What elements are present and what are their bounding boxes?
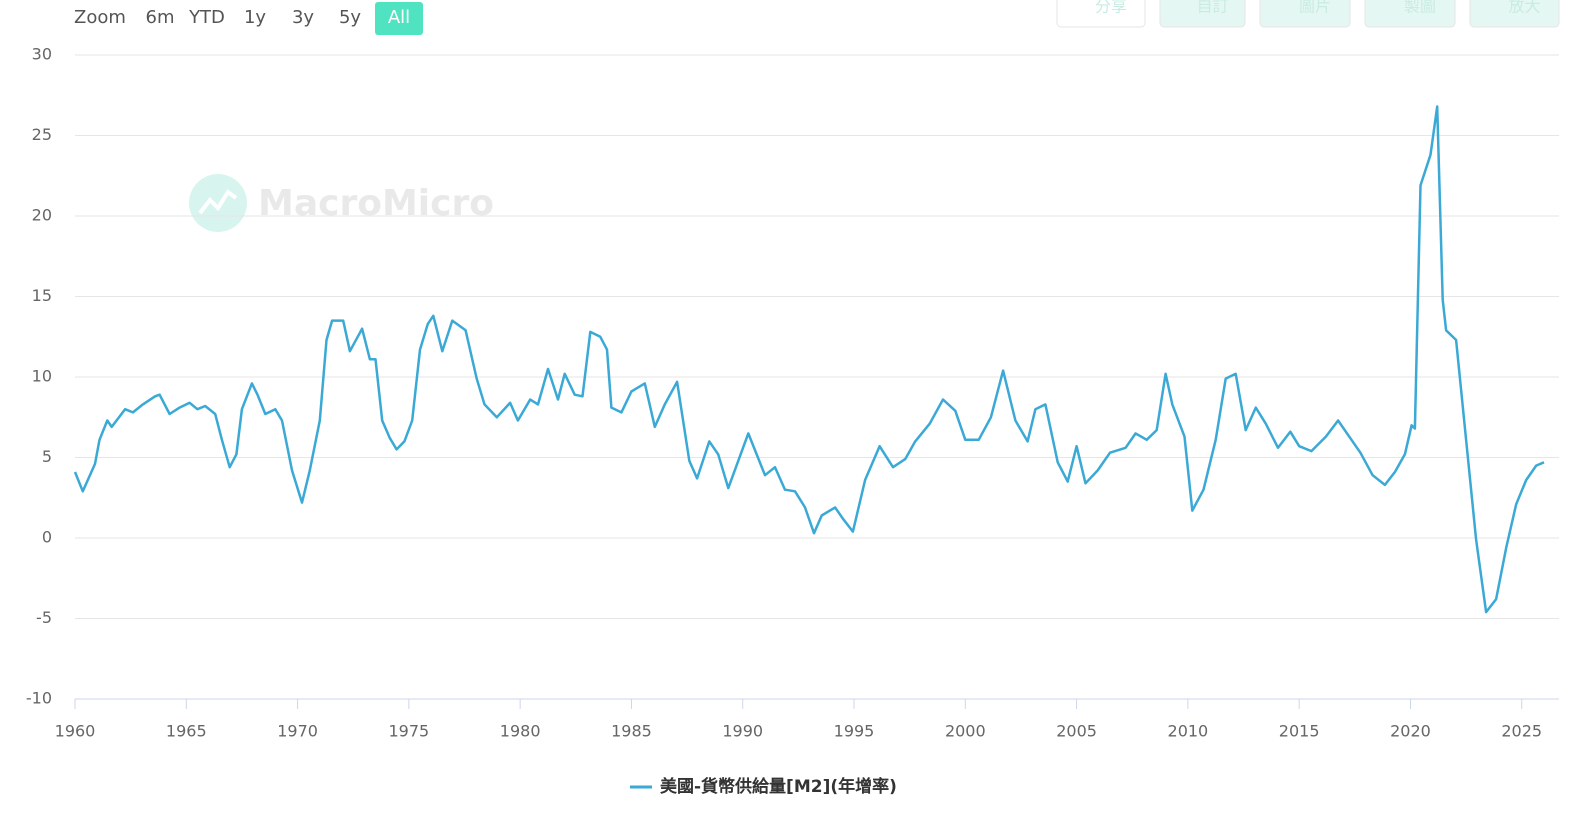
zoom-button-label: All: [388, 7, 410, 28]
legend-item[interactable]: 美國-貨幣供給量[M2](年增率): [630, 776, 897, 797]
toolbar-button-label: 分享: [1095, 0, 1127, 16]
y-tick-label: -5: [36, 608, 52, 627]
zoom-button[interactable]: 3y: [292, 7, 314, 28]
zoom-button-label: YTD: [188, 7, 225, 28]
zoom-button-bg: [375, 2, 423, 35]
x-tick-label: 2025: [1501, 722, 1542, 741]
zoom-button-label: 1y: [244, 7, 266, 28]
zoom-button[interactable]: 6m: [146, 7, 175, 28]
watermark-text: MacroMicro: [258, 183, 494, 224]
zoom-button-label: 3y: [292, 7, 314, 28]
x-tick-label: 1970: [277, 722, 318, 741]
toolbar-button-bg: [1469, 0, 1560, 28]
legend-label: 美國-貨幣供給量[M2](年增率): [660, 776, 897, 797]
x-tick-label: 2005: [1056, 722, 1097, 741]
x-tick-label: 2015: [1279, 722, 1320, 741]
zoom-button-label: 5y: [339, 7, 361, 28]
toolbar-button-label: 圖片: [1299, 0, 1331, 16]
toolbar-button-label: 自訂: [1196, 0, 1228, 16]
toolbar-button-label: 放大: [1508, 0, 1540, 16]
toolbar-button[interactable]: 製圖: [1364, 0, 1456, 28]
y-tick-label: 25: [32, 125, 52, 144]
zoom-button[interactable]: 1y: [244, 7, 266, 28]
x-tick-label: 2000: [945, 722, 986, 741]
x-tick-label: 1975: [389, 722, 430, 741]
zoom-button[interactable]: 5y: [339, 7, 361, 28]
toolbar-button-bg: [1056, 0, 1146, 28]
zoom-button[interactable]: YTD: [188, 7, 225, 28]
y-tick-label: 15: [32, 286, 52, 305]
watermark-icon: [198, 189, 238, 215]
zoom-button-label: 6m: [146, 7, 175, 28]
series-line: [73, 105, 1545, 614]
toolbar-button-label: 製圖: [1404, 0, 1436, 16]
toolbar-button[interactable]: 圖片: [1259, 0, 1351, 28]
y-tick-label: 5: [42, 447, 52, 466]
watermark: MacroMicro: [189, 174, 494, 232]
x-tick-label: 1960: [55, 722, 96, 741]
watermark-logo: [189, 174, 247, 232]
y-tick-label: 10: [32, 367, 52, 386]
toolbar-button[interactable]: 自訂: [1159, 0, 1246, 28]
y-tick-label: 20: [32, 206, 52, 225]
x-tick-label: 1965: [166, 722, 207, 741]
x-tick-label: 1990: [722, 722, 763, 741]
y-tick-label: -10: [26, 689, 52, 708]
zoom-label: Zoom: [74, 7, 126, 28]
y-tick-label: 0: [42, 528, 52, 547]
toolbar-button-bg: [1159, 0, 1246, 28]
toolbar-button[interactable]: 分享: [1056, 0, 1146, 28]
x-tick-label: 2020: [1390, 722, 1431, 741]
toolbar-button-bg: [1259, 0, 1351, 28]
zoom-button[interactable]: All: [375, 2, 423, 35]
y-tick-label: 30: [32, 45, 52, 64]
toolbar-button[interactable]: 放大: [1469, 0, 1560, 28]
x-tick-label: 2010: [1168, 722, 1209, 741]
x-tick-label: 1995: [834, 722, 875, 741]
toolbar-button-bg: [1364, 0, 1456, 28]
x-tick-label: 1985: [611, 722, 652, 741]
x-tick-label: 1980: [500, 722, 541, 741]
